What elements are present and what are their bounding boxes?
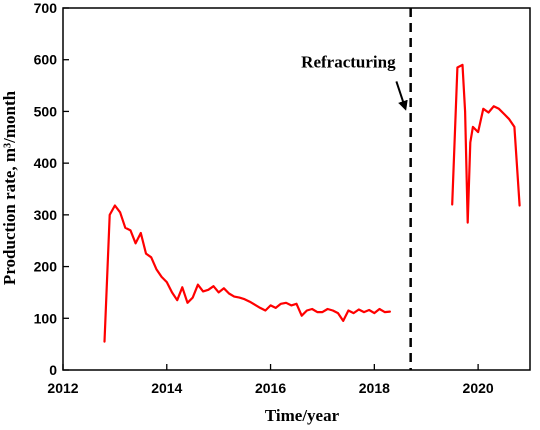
x-tick-label: 2014 [151,380,182,396]
annotation-arrow [395,81,408,111]
y-tick-label: 300 [34,207,58,223]
series-line-segment-1 [103,204,391,343]
y-tick-label: 0 [49,362,57,378]
x-tick-label: 2016 [255,380,286,396]
y-tick-label: 200 [34,259,58,275]
data-lines [103,63,521,343]
y-axis-title: Production rate, m³/month [0,90,19,285]
x-axis-title: Time/year [265,406,340,425]
y-tick-label: 100 [34,310,58,326]
plot-frame [62,7,531,371]
y-tick-label: 700 [34,0,58,16]
refracturing-annotation-label: Refracturing [301,52,396,71]
y-tick-label: 500 [34,103,58,119]
x-tick-label: 2020 [463,380,494,396]
y-tick-label: 400 [34,155,58,171]
plot-axes: 0 100 200 300 400 500 600 700 2012 2014 2016 2018 20… [34,0,531,396]
series-line-segment-2 [451,63,521,224]
x-tick-label: 2018 [359,380,390,396]
y-tick-label: 600 [34,52,58,68]
annotation-layer: Refracturing [301,8,412,370]
x-tick-label: 2012 [47,380,78,396]
